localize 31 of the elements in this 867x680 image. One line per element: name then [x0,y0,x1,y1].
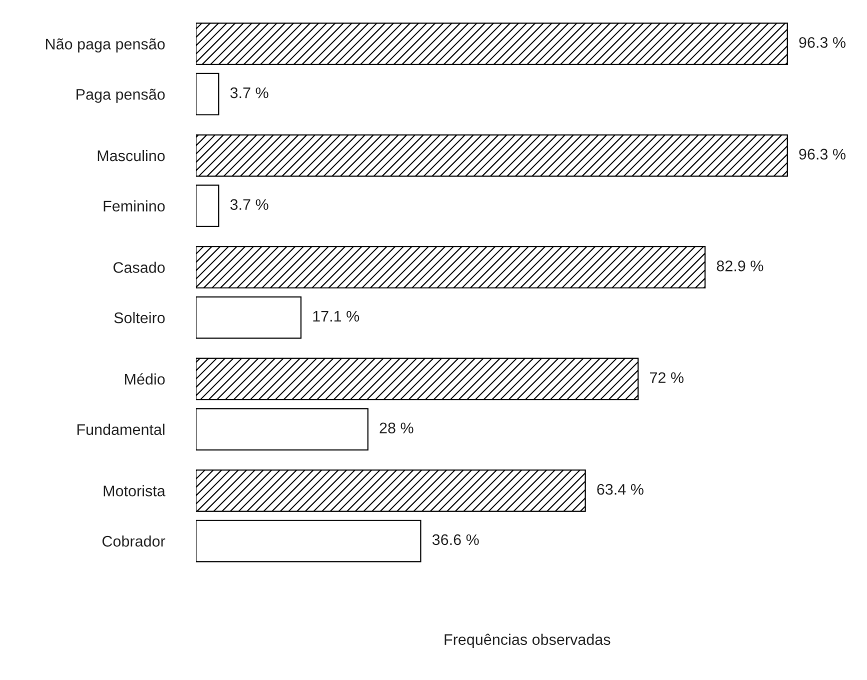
data-label: 36.6 % [432,534,479,546]
bar [196,358,639,400]
data-label: 72 % [650,372,684,383]
x-axis-title: Frequências observadas [444,634,610,648]
y-tick-label: Não paga pensão [46,38,165,52]
data-label: 96.3 % [799,37,846,48]
y-tick-label: Motorista [104,485,166,496]
bar [196,296,302,339]
y-tick-label: Casado [114,262,165,273]
y-tick-label: Paga pensão [76,88,165,103]
bar [196,520,422,562]
y-tick-label: Masculino [98,150,165,162]
data-label: 3.7 % [230,87,268,98]
data-label: 96.3 % [799,148,846,160]
data-label: 3.7 % [230,199,268,210]
bar [196,184,220,228]
bar [196,469,586,512]
y-tick-label: Médio [125,373,165,385]
y-tick-label: Fundamental [77,424,164,435]
data-label: 28 % [380,422,414,434]
data-label: 82.9 % [716,260,764,272]
data-label: 63.4 % [597,484,644,495]
bar [196,134,788,177]
bar [196,22,788,65]
data-label: 17.1 % [313,310,360,322]
bar [196,72,220,116]
bar [196,408,368,450]
y-tick-label: Feminino [104,200,165,212]
bar [196,246,706,288]
y-tick-label: Cobrador [102,535,166,547]
y-tick-label: Solteiro [114,312,165,324]
